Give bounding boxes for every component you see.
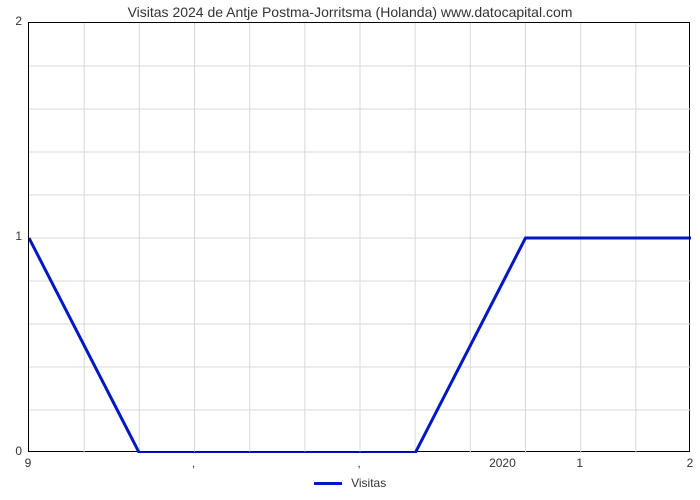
x-tick-label: 9	[25, 456, 32, 470]
x-tick-label: ,	[192, 456, 195, 470]
x-tick-label: 1	[576, 456, 583, 470]
y-tick-label: 1	[15, 229, 22, 243]
legend-swatch	[314, 482, 342, 485]
legend-label: Visitas	[351, 476, 386, 490]
x-tick-label: 2	[687, 456, 694, 470]
y-tick-label: 2	[15, 14, 22, 28]
x-tick-label: ,	[357, 456, 360, 470]
chart-title: Visitas 2024 de Antje Postma-Jorritsma (…	[0, 4, 700, 20]
legend: Visitas	[0, 476, 700, 490]
x-tick-label: 2020	[489, 456, 516, 470]
chart-container: Visitas 2024 de Antje Postma-Jorritsma (…	[0, 0, 700, 500]
plot-area	[28, 22, 690, 452]
y-tick-label: 0	[15, 444, 22, 458]
plot-svg	[29, 23, 691, 453]
